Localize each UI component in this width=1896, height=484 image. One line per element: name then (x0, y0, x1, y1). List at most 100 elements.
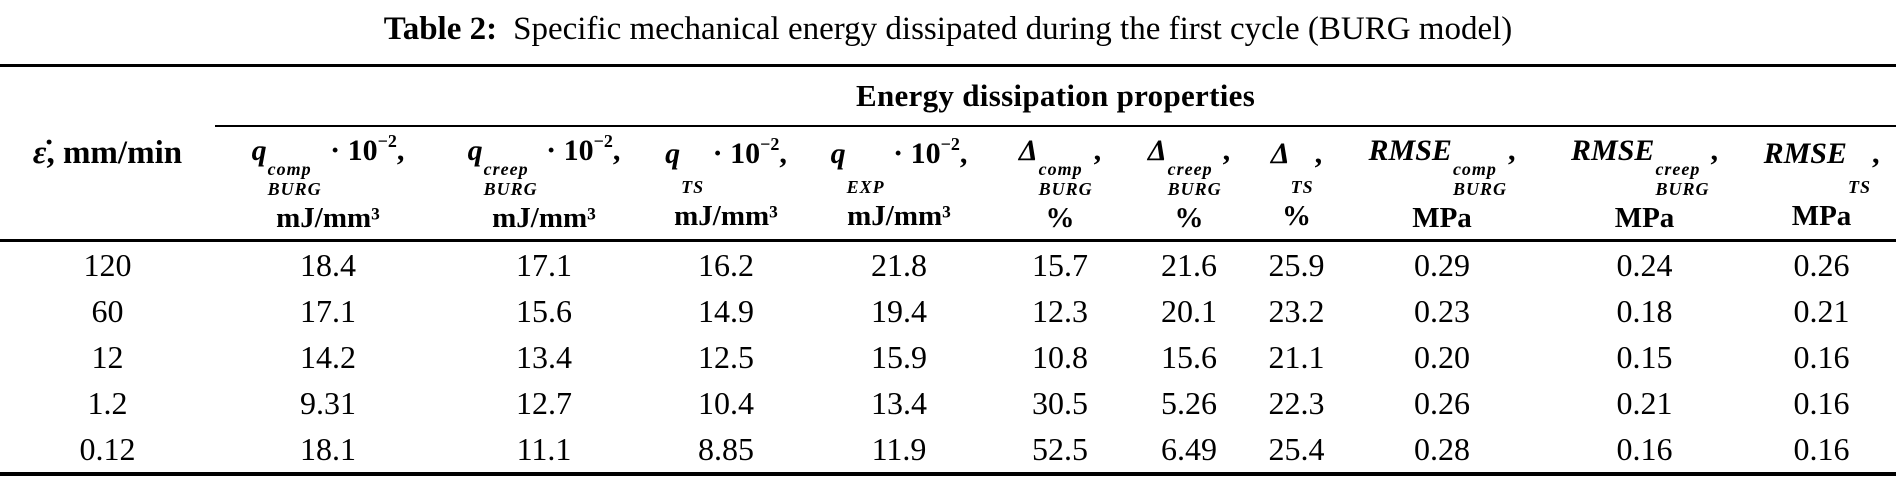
unit-label: % (1045, 202, 1075, 235)
data-cell: 6.49 (1161, 430, 1217, 467)
data-cell: 14.9 (698, 292, 754, 329)
data-cell: 11.1 (516, 430, 572, 467)
data-cell: 23.2 (1268, 292, 1325, 329)
table-row: 60 17.1 15.6 14.9 19.4 12.3 20.1 23.2 0.… (0, 288, 1896, 334)
data-cell: 10.4 (698, 384, 754, 421)
col-header-q-burg-creep: q creep BURG · 10−2, mJ/mm³ (441, 126, 647, 242)
col-header-q-burg-comp: q comp BURG · 10−2, mJ/mm³ (215, 126, 441, 242)
math-expression: RMSE creep BURG, (1571, 134, 1718, 200)
unit-label: MPa (1791, 199, 1852, 232)
unit-label: mJ/mm³ (276, 202, 380, 235)
table-row: 12 14.2 13.4 12.5 15.9 10.8 15.6 21.1 0.… (0, 334, 1896, 380)
energy-dissipation-table: ε̇, mm/min Energy dissipation properties… (0, 64, 1896, 476)
math-expression: q comp BURG · 10−2, (251, 131, 405, 200)
unit-label: mJ/mm³ (492, 202, 596, 235)
math-expression: q EXP · 10−2, (830, 133, 968, 197)
data-cell: 0.16 (1793, 430, 1850, 467)
data-cell: 21.8 (871, 246, 927, 283)
data-cell: 14.2 (300, 338, 356, 375)
column-header-row: q comp BURG · 10−2, mJ/mm³ q creep BURG · 10… (0, 126, 1896, 242)
data-cell: 12.5 (698, 338, 754, 375)
col-header-q-ts: q TS · 10−2, mJ/mm³ (647, 126, 805, 242)
table-caption-label: Table 2: (383, 11, 498, 47)
strain-rate-symbol: ε̇ (32, 134, 47, 171)
strain-rate-cell: 1.2 (87, 384, 128, 421)
math-expression: RMSE TS, (1763, 136, 1880, 197)
data-cell: 52.5 (1032, 430, 1088, 467)
table-caption: Table 2: Specific mechanical energy dissi… (0, 0, 1896, 64)
data-cell: 0.23 (1414, 292, 1470, 329)
table-row: 1.2 9.31 12.7 10.4 13.4 30.5 5.26 22.3 0… (0, 380, 1896, 426)
strain-rate-cell: 12 (91, 338, 124, 375)
data-cell: 0.16 (1616, 430, 1673, 467)
table-row: 0.12 18.1 11.1 8.85 11.9 52.5 6.49 25.4 … (0, 426, 1896, 474)
data-cell: 22.3 (1268, 384, 1325, 421)
col-header-rmse-ts: RMSE TS, MPa (1747, 126, 1896, 242)
table-caption-text: Specific mechanical energy dissipated du… (513, 11, 1513, 47)
unit-label: mJ/mm³ (674, 199, 778, 232)
unit-label: MPa (1614, 202, 1675, 235)
data-cell: 13.4 (871, 384, 927, 421)
strain-rate-cell: 60 (91, 292, 124, 329)
col-header-delta-ts: Δ TS, % (1251, 126, 1342, 242)
strain-rate-cell: 0.12 (79, 430, 136, 467)
unit-label: % (1174, 202, 1204, 235)
table-row: 120 18.4 17.1 16.2 21.8 15.7 21.6 25.9 0… (0, 241, 1896, 289)
data-cell: 0.26 (1793, 246, 1850, 283)
data-cell: 13.4 (516, 338, 572, 375)
data-cell: 16.2 (698, 246, 754, 283)
unit-label: % (1282, 199, 1311, 232)
data-cell: 19.4 (871, 292, 927, 329)
data-cell: 0.21 (1793, 292, 1850, 329)
data-cell: 0.15 (1616, 338, 1673, 375)
data-cell: 15.6 (516, 292, 572, 329)
data-cell: 0.24 (1616, 246, 1673, 283)
data-cell: 0.18 (1616, 292, 1673, 329)
math-expression: q creep BURG · 10−2, (467, 131, 621, 200)
data-cell: 30.5 (1032, 384, 1088, 421)
data-cell: 25.9 (1268, 246, 1325, 283)
data-cell: 17.1 (516, 246, 572, 283)
strain-rate-unit: , mm/min (46, 134, 183, 171)
col-header-strain-rate: ε̇, mm/min (0, 65, 215, 242)
math-expression: q TS · 10−2, (665, 133, 787, 197)
data-cell: 15.9 (871, 338, 927, 375)
data-cell: 0.16 (1793, 384, 1850, 421)
data-cell: 21.6 (1161, 246, 1217, 283)
data-cell: 10.8 (1032, 338, 1088, 375)
data-cell: 5.26 (1161, 384, 1217, 421)
col-header-group-energy-dissipation: Energy dissipation properties (215, 65, 1896, 127)
data-cell: 11.9 (871, 430, 927, 467)
strain-rate-cell: 120 (83, 246, 132, 283)
data-cell: 17.1 (300, 292, 356, 329)
unit-label: mJ/mm³ (847, 199, 951, 232)
unit-label: MPa (1412, 202, 1472, 235)
col-header-rmse-burg-creep: RMSE creep BURG, MPa (1542, 126, 1747, 242)
data-cell: 0.28 (1414, 430, 1470, 467)
data-cell: 8.85 (698, 430, 754, 467)
math-expression: Δ TS, (1270, 136, 1323, 197)
data-cell: 25.4 (1268, 430, 1325, 467)
data-cell: 15.6 (1161, 338, 1217, 375)
data-cell: 9.31 (300, 384, 356, 421)
col-header-q-exp: q EXP · 10−2, mJ/mm³ (805, 126, 993, 242)
data-cell: 20.1 (1161, 292, 1217, 329)
col-header-rmse-burg-comp: RMSE comp BURG, MPa (1342, 126, 1542, 242)
data-cell: 0.29 (1414, 246, 1470, 283)
data-cell: 12.3 (1032, 292, 1088, 329)
data-cell: 0.21 (1616, 384, 1673, 421)
data-cell: 15.7 (1032, 246, 1088, 283)
data-cell: 0.26 (1414, 384, 1470, 421)
data-cell: 0.20 (1414, 338, 1470, 375)
group-header-row: ε̇, mm/min Energy dissipation properties (0, 65, 1896, 242)
data-cell: 0.16 (1793, 338, 1850, 375)
data-cell: 18.1 (300, 430, 356, 467)
data-cell: 12.7 (516, 384, 572, 421)
math-expression: RMSE comp BURG, (1368, 134, 1516, 200)
data-cell: 21.1 (1268, 338, 1325, 375)
